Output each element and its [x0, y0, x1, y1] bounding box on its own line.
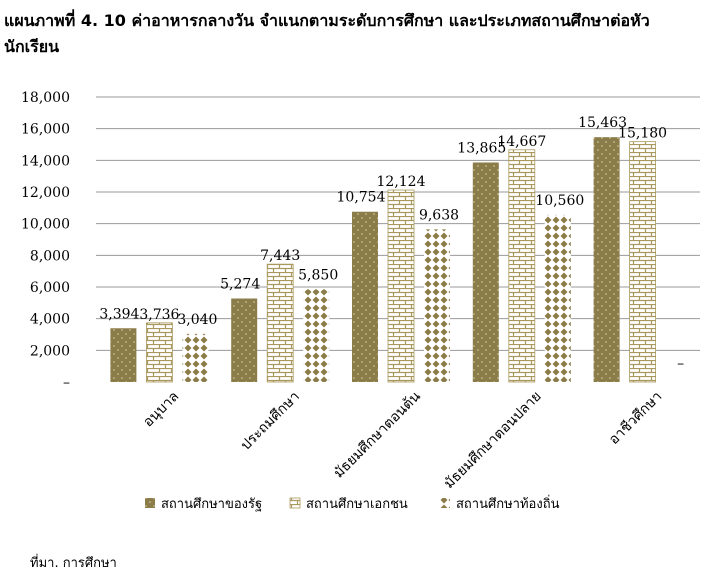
data-label: 14,667	[497, 134, 546, 150]
data-label: 7,443	[260, 248, 300, 264]
legend-swatch	[440, 498, 450, 508]
y-axis-ticks: – 2,000 4,000 6,000 8,000 10,000 12,000 14,000 1…	[21, 90, 70, 391]
x-tick-label: มัธยมศึกษาตอนปลาย	[441, 389, 544, 492]
bar	[266, 263, 294, 383]
data-label: 13,865	[457, 140, 506, 156]
legend: สถานศึกษาของรัฐ สถานศึกษาเอกชน สถานศึกษาท้…	[145, 495, 560, 512]
y-tick-label: 2,000	[30, 343, 70, 359]
data-label: 3,394	[99, 306, 139, 322]
title-line-1: แผนภาพที่ 4. 10 ค่าอาหารกลางวัน จำแนกตาม…	[4, 11, 650, 30]
data-label: 3,736	[139, 307, 179, 323]
bars	[110, 137, 656, 383]
data-label: 5,274	[220, 276, 260, 292]
chart-title: แผนภาพที่ 4. 10 ค่าอาหารกลางวัน จำแนกตาม…	[4, 8, 704, 60]
data-label: 9,638	[419, 207, 459, 223]
bar	[303, 289, 330, 382]
y-tick-label: –	[63, 375, 70, 391]
data-label: 15,180	[618, 126, 667, 142]
data-label: 5,850	[298, 267, 338, 283]
bar	[145, 322, 173, 383]
y-tick-label: 10,000	[21, 217, 70, 233]
y-tick-label: 14,000	[21, 153, 70, 169]
bar	[110, 328, 137, 382]
title-line-2: นักเรียน	[4, 37, 59, 56]
bar	[508, 149, 536, 383]
x-tick-label: มัธยมศึกษาตอนต้น	[331, 388, 424, 481]
data-label: 10,560	[535, 193, 584, 209]
bar	[424, 229, 450, 382]
bar	[472, 162, 499, 382]
bar	[231, 298, 258, 382]
x-tick-label: อนุบาล	[140, 389, 182, 431]
data-label: 10,754	[337, 190, 386, 206]
x-axis-ticks: อนุบาล ประถมศึกษา มัธยมศึกษาตอนต้น มัธยมศึก…	[140, 388, 665, 492]
data-label: 12,124	[377, 174, 426, 190]
data-label: 15,463	[578, 115, 627, 131]
bar	[182, 333, 209, 382]
legend-label: สถานศึกษาท้องถิ่น	[456, 495, 560, 512]
y-tick-label: 18,000	[21, 90, 70, 106]
y-tick-label: 12,000	[21, 185, 70, 201]
data-label: –	[677, 356, 684, 372]
bar	[387, 189, 415, 383]
bar	[593, 137, 620, 382]
y-tick-label: 6,000	[30, 280, 70, 296]
y-tick-label: 4,000	[30, 312, 70, 328]
legend-swatch	[289, 497, 301, 509]
data-label: 3,040	[177, 312, 217, 328]
x-tick-label: ประถมศึกษา	[238, 389, 303, 454]
y-tick-label: 8,000	[30, 248, 70, 264]
source-note: ที่มา. การศึกษา	[30, 556, 117, 571]
x-tick-label: อาชีวศึกษา	[606, 389, 665, 448]
bar	[352, 211, 378, 382]
legend-label: สถานศึกษาเอกชน	[306, 497, 408, 512]
legend-swatch	[145, 498, 155, 508]
legend-label: สถานศึกษาของรัฐ	[161, 497, 262, 512]
bar	[544, 214, 571, 382]
bar	[629, 141, 656, 383]
y-tick-label: 16,000	[21, 122, 70, 138]
